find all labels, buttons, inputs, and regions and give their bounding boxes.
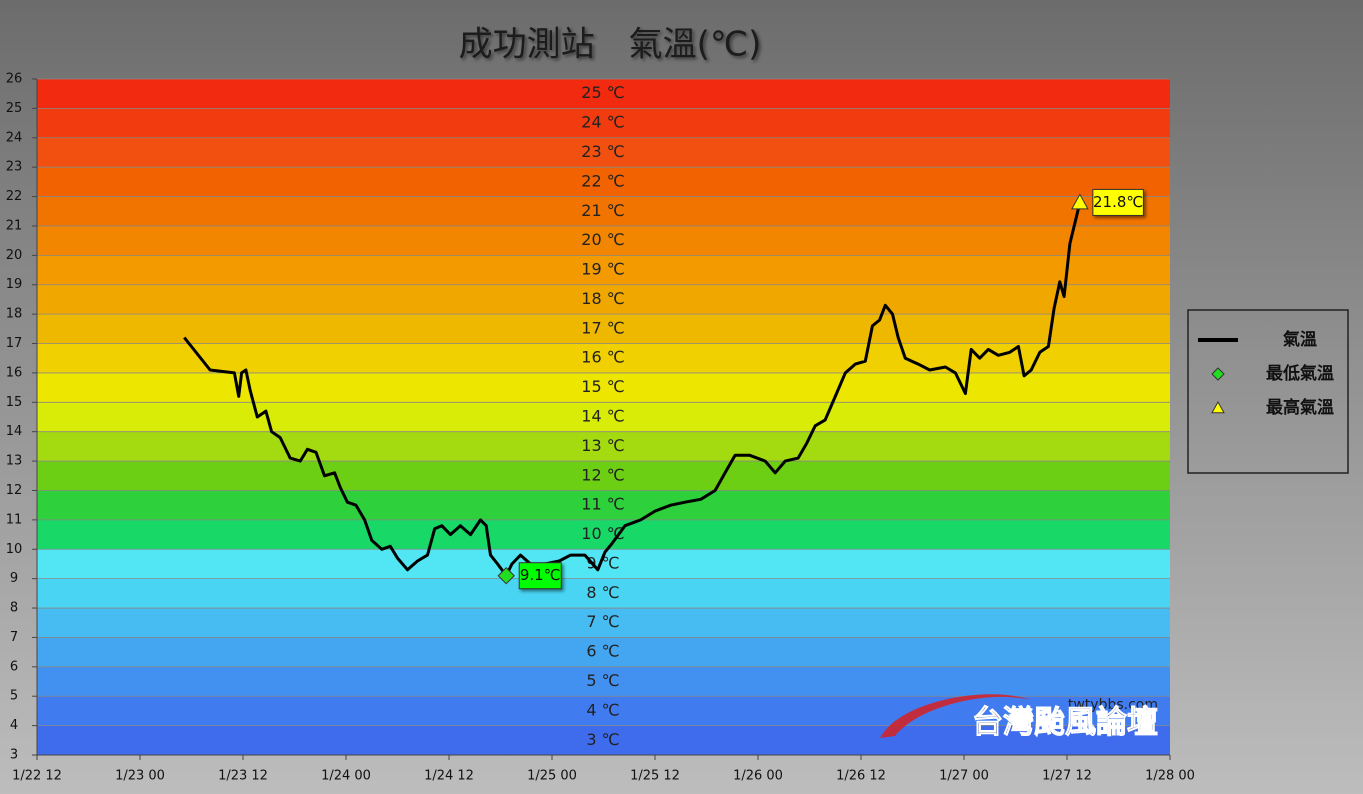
- y-tick-label: 15: [6, 395, 23, 410]
- band-label: 10 ℃: [581, 524, 624, 543]
- x-tick-label: 1/23 12: [218, 769, 268, 784]
- legend-label: 氣溫: [1283, 329, 1317, 350]
- y-tick-label: 19: [6, 277, 23, 292]
- temperature-band: [37, 167, 1170, 197]
- band-label: 16 ℃: [581, 348, 624, 367]
- y-tick-label: 25: [6, 101, 23, 116]
- band-label: 14 ℃: [581, 407, 624, 426]
- x-tick-label: 1/24 00: [321, 769, 371, 784]
- y-tick-label: 17: [6, 336, 23, 351]
- temperature-band: [37, 490, 1170, 520]
- band-label: 6 ℃: [586, 642, 619, 661]
- y-tick-label: 10: [6, 542, 23, 557]
- value-label: 21.8℃: [1093, 193, 1143, 211]
- band-label: 17 ℃: [581, 318, 624, 337]
- watermark: twtybbs.com 台灣颱風論壇: [880, 694, 1159, 741]
- temperature-band: [37, 196, 1170, 226]
- y-tick-label: 22: [6, 189, 23, 204]
- band-label: 24 ℃: [581, 113, 624, 132]
- band-label: 3 ℃: [586, 730, 619, 749]
- y-tick-label: 20: [6, 248, 23, 263]
- band-label: 23 ℃: [581, 142, 624, 161]
- temperature-band: [37, 666, 1170, 697]
- temperature-band: [37, 637, 1170, 667]
- temperature-band: [37, 431, 1170, 462]
- temperature-band: [37, 519, 1170, 550]
- y-tick-label: 8: [10, 601, 18, 616]
- band-label: 22 ℃: [581, 171, 624, 190]
- band-label: 4 ℃: [586, 700, 619, 719]
- band-label: 18 ℃: [581, 289, 624, 308]
- value-label-box: [518, 562, 562, 590]
- y-tick-label: 12: [6, 483, 23, 498]
- watermark-site: twtybbs.com: [1068, 697, 1158, 713]
- x-tick-label: 1/22 12: [12, 769, 62, 784]
- x-tick-label: 1/25 00: [527, 769, 577, 784]
- legend-swatch: [1211, 367, 1225, 381]
- legend-swatch: [1211, 400, 1225, 414]
- band-label: 15 ℃: [581, 377, 624, 396]
- x-tick-label: 1/26 12: [836, 769, 886, 784]
- diamond-marker: [497, 567, 515, 585]
- legend-label: 最低氣溫: [1266, 363, 1334, 384]
- y-tick-label: 7: [10, 630, 18, 645]
- y-tick-label: 16: [6, 365, 23, 380]
- band-label: 21 ℃: [581, 201, 624, 220]
- y-tick-label: 3: [10, 748, 18, 763]
- temperature-band: [37, 696, 1170, 726]
- temperature-band: [37, 608, 1170, 638]
- x-tick-label: 1/27 00: [939, 769, 989, 784]
- y-tick-label: 23: [6, 160, 23, 175]
- temperature-band: [37, 284, 1170, 315]
- temperature-band: [37, 314, 1170, 344]
- y-tick-label: 4: [10, 718, 18, 733]
- temperature-line: [183, 202, 1082, 578]
- temperature-band: [37, 402, 1170, 432]
- x-tick-label: 1/23 00: [115, 769, 165, 784]
- temperature-band: [37, 79, 1170, 109]
- band-label: 8 ℃: [586, 583, 619, 602]
- triangle-marker: [1071, 193, 1089, 210]
- y-tick-label: 11: [6, 512, 23, 527]
- y-tick-label: 18: [6, 307, 23, 322]
- legend-label: 最高氣溫: [1266, 397, 1334, 418]
- temperature-band: [37, 255, 1170, 285]
- temperature-band: [37, 461, 1170, 491]
- value-label: 9.1℃: [520, 566, 561, 584]
- band-label: 19 ℃: [581, 260, 624, 279]
- band-label: 11 ℃: [581, 495, 624, 514]
- band-label: 5 ℃: [586, 671, 619, 690]
- band-label: 12 ℃: [581, 465, 624, 484]
- temperature-band: [37, 137, 1170, 168]
- x-tick-label: 1/28 00: [1145, 769, 1195, 784]
- legend-box: [1187, 309, 1349, 474]
- x-tick-label: 1/26 00: [733, 769, 783, 784]
- watermark-name: 台灣颱風論壇: [972, 705, 1158, 741]
- band-label: 25 ℃: [581, 83, 624, 102]
- band-label: 20 ℃: [581, 230, 624, 249]
- x-tick-label: 1/24 12: [424, 769, 474, 784]
- y-tick-label: 9: [10, 571, 18, 586]
- y-tick-label: 14: [6, 424, 23, 439]
- y-tick-label: 26: [6, 72, 23, 87]
- watermark-swoosh: [880, 694, 1030, 738]
- value-label-box: [1092, 188, 1144, 216]
- temperature-band: [37, 108, 1170, 138]
- x-tick-label: 1/27 12: [1042, 769, 1092, 784]
- temperature-band: [37, 372, 1170, 403]
- y-tick-label: 24: [6, 130, 23, 145]
- temperature-band: [37, 225, 1170, 256]
- y-tick-label: 6: [10, 659, 18, 674]
- y-tick-label: 5: [10, 689, 18, 704]
- band-label: 7 ℃: [586, 612, 619, 631]
- chart-title: 成功測站 氣溫(℃): [459, 25, 762, 65]
- y-tick-label: 21: [6, 218, 23, 233]
- temperature-band: [37, 725, 1170, 755]
- x-tick-label: 1/25 12: [630, 769, 680, 784]
- temperature-band: [37, 578, 1170, 609]
- y-tick-label: 13: [6, 454, 23, 469]
- band-label: 13 ℃: [581, 436, 624, 455]
